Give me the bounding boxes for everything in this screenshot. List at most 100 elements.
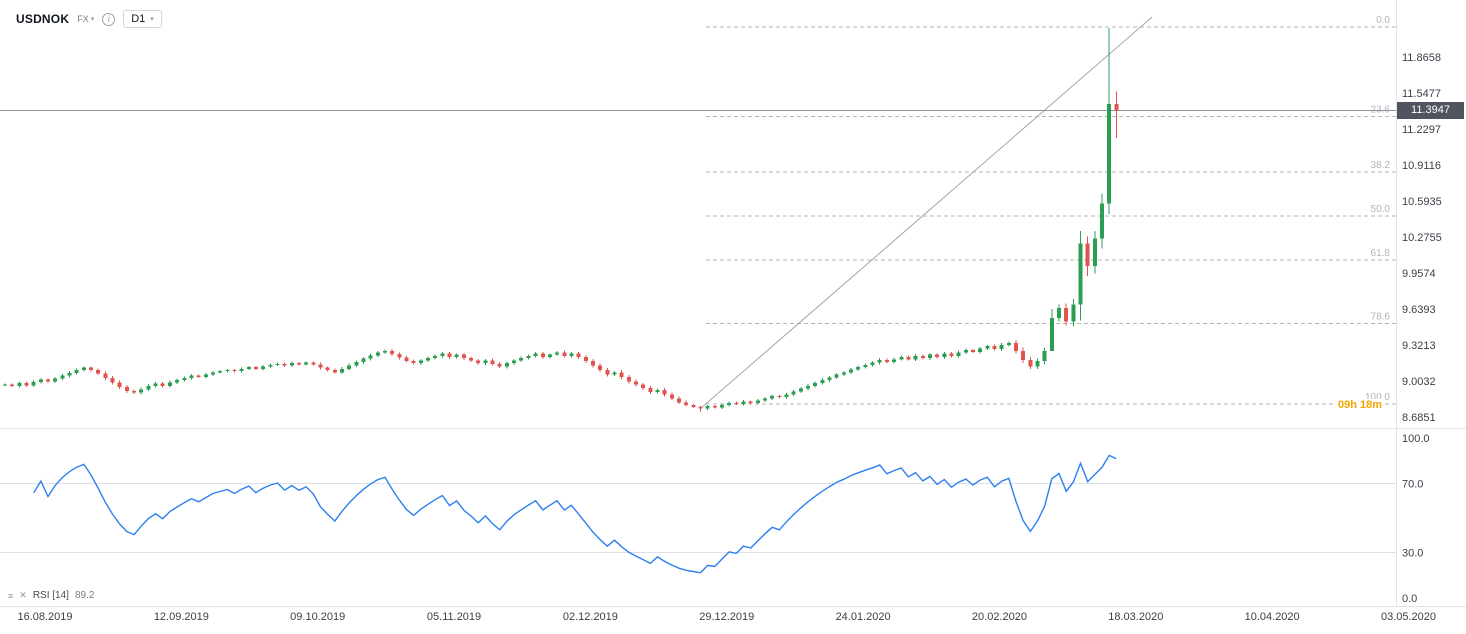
candle [569,353,574,356]
candle [368,355,373,359]
candle [339,368,344,373]
market-label: FX [77,14,89,24]
candle [96,370,101,374]
grid [0,0,1466,607]
candle [3,384,7,386]
symbol-name[interactable]: USDNOK [16,12,70,26]
candle [189,375,194,378]
candle [504,363,509,367]
candle [318,364,323,368]
current-price-badge: 11.3947 [1397,102,1464,119]
candle [590,360,595,366]
candle [497,363,502,367]
candle [275,363,280,365]
candle [827,377,832,381]
candle [261,366,266,369]
candle [1028,359,1033,367]
candle [583,356,588,361]
candle [1114,104,1119,111]
candle [1100,203,1105,239]
candle [239,368,244,372]
fib-label: 50.0 [1371,204,1391,215]
price-axis[interactable]: 11.8658 11.5477 11.2297 10.9116 10.5935 10.27… [1402,52,1442,605]
candle [268,364,273,367]
date-label: 16.08.2019 [17,611,72,623]
candle [361,358,366,363]
date-label: 03.05.2020 [1381,611,1436,623]
price-tick: 11.2297 [1402,124,1441,136]
candle [626,376,631,382]
candle [784,394,789,398]
candle [490,360,495,364]
candle [763,398,768,401]
chevron-down-icon: ▾ [90,15,95,23]
candle [540,353,545,357]
candle [31,381,36,386]
trend-line[interactable] [700,16,1153,409]
price-tick: 9.3213 [1402,340,1436,352]
candle [46,379,51,382]
indicator-close-icon[interactable]: ✕ [19,590,27,600]
candle [949,353,954,356]
candle [676,398,681,403]
timeframe-dropdown[interactable]: D1 ▾ [123,10,162,28]
candle [433,355,438,359]
candle [476,360,481,364]
candle [720,405,724,408]
candle [798,388,803,392]
price-tick: 10.5935 [1402,196,1442,208]
candle [454,354,459,357]
candle [418,360,423,364]
market-selector[interactable]: FX ▾ [77,14,94,24]
info-icon[interactable]: i [102,12,116,26]
candle [289,363,294,366]
candle [10,384,15,386]
candle [325,367,330,371]
timeframe-label: D1 [131,13,146,25]
price-tick: 8.6851 [1402,412,1436,424]
candle [956,352,961,356]
candle [734,402,739,404]
candle [691,405,696,407]
fib-label: 100.0 [1365,392,1390,403]
candle [856,367,861,370]
candle [404,357,409,361]
candle [24,383,29,386]
candle [806,385,811,389]
candle [397,354,402,358]
candle [892,359,897,363]
candle [942,353,947,357]
candle [89,367,94,371]
candle [1107,104,1112,204]
candle [547,354,552,357]
candle [1085,243,1090,266]
candle [770,396,775,399]
candle [218,371,223,373]
candle [1092,238,1097,266]
candle [526,355,531,359]
candle [512,360,517,364]
candle [1071,304,1076,322]
candle [81,367,86,371]
candle [103,373,108,378]
time-axis[interactable]: 16.08.2019 12.09.2019 09.10.2019 05.11.2019… [17,611,1436,623]
candlestick-series [3,28,1119,412]
candle [1013,342,1018,351]
candle [598,365,603,371]
price-tick: 9.6393 [1402,304,1436,316]
candle [440,353,445,356]
candle [60,375,65,379]
candle [110,377,115,383]
candle [877,359,882,363]
candle [727,402,732,406]
candle [246,367,251,369]
candle [1006,342,1011,346]
candle [67,372,72,376]
candle [533,353,538,356]
candle [53,378,58,382]
candle [519,358,524,361]
candle [124,386,129,391]
indicator-settings-icon[interactable]: ≡ [8,590,14,601]
